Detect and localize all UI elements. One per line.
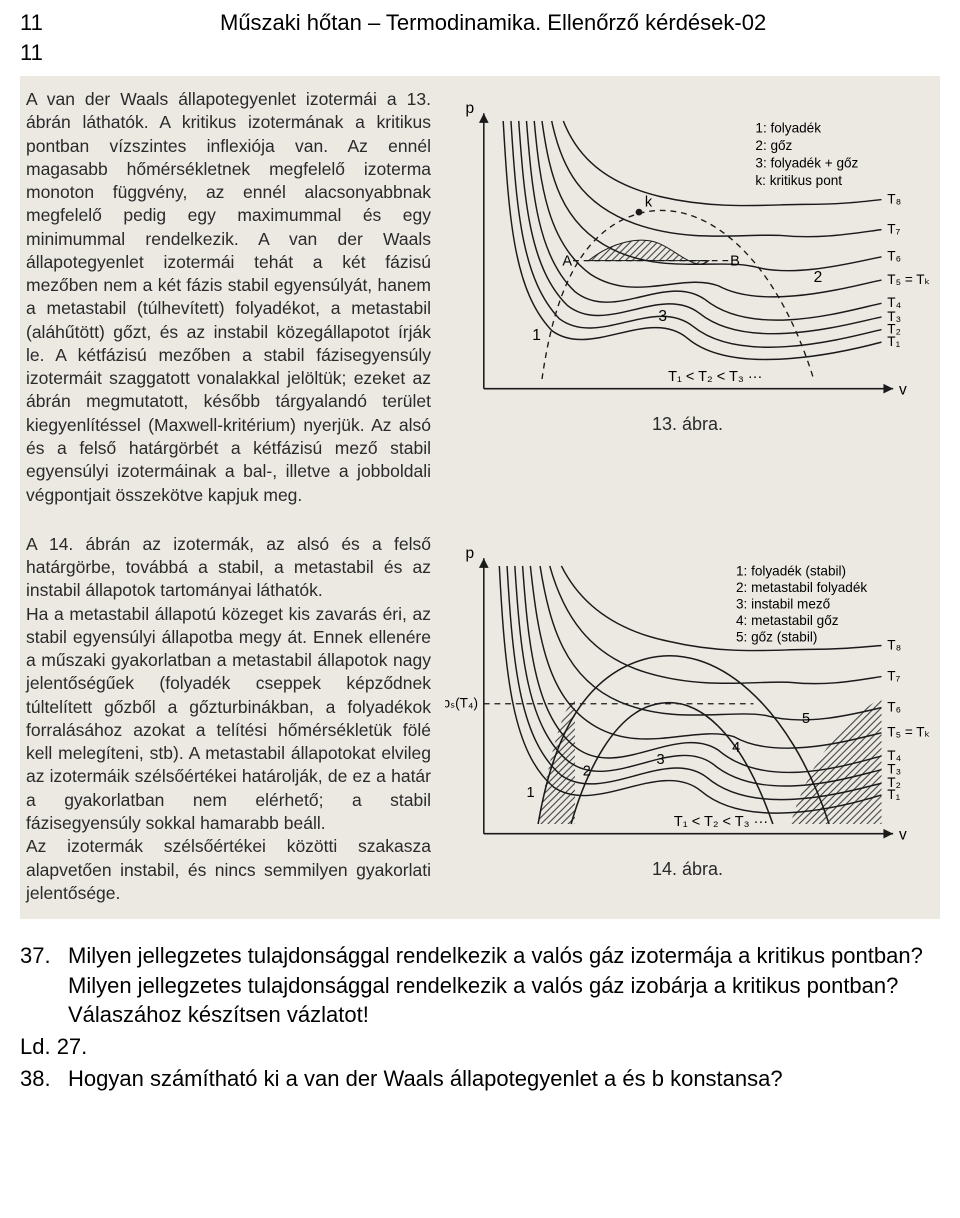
figure-14-svg: v p pₛ(T₄) 1 2 3 <box>445 533 930 853</box>
legend-item: 5: gőz (stabil) <box>736 629 817 644</box>
question-38-body: Hogyan számítható ki a van der Waals áll… <box>68 1064 940 1094</box>
isotherm-label: T₆ <box>887 699 901 714</box>
question-38: 38. Hogyan számítható ki a van der Waals… <box>20 1064 940 1094</box>
paragraph-14c: Az izotermák szélsőértékei közötti szaka… <box>26 836 431 903</box>
isotherm-label: T₅ = Tₖ <box>887 272 930 287</box>
isotherm-label: T₃ <box>887 761 901 776</box>
page-number-top: 11 <box>20 10 60 36</box>
temperature-inequality-14: T₁ < T₂ < T₃ ··· <box>674 814 768 830</box>
hatch-liquid-stable <box>538 696 575 824</box>
region-2: 2 <box>814 269 823 286</box>
question-37: 37. Milyen jellegzetes tulajdonsággal re… <box>20 941 940 1030</box>
scan-block: A van der Waals állapotegyenlet izotermá… <box>20 76 940 919</box>
x-axis-arrow <box>883 829 893 839</box>
figure-14-column: v p pₛ(T₄) 1 2 3 <box>445 533 930 905</box>
page-number-side: 11 <box>20 40 940 66</box>
temperature-inequality-13: T₁ < T₂ < T₃ ··· <box>668 369 762 385</box>
figure-13-svg: v p k A B 1 2 <box>445 88 930 408</box>
isotherm-label: T₂ <box>887 775 901 790</box>
question-37-body: Milyen jellegzetes tulajdonsággal rendel… <box>68 941 940 1030</box>
isotherm-labels-14: T₁T₂T₃T₄T₅ = TₖT₆T₇T₈ <box>887 637 930 801</box>
x-axis-arrow <box>883 384 893 394</box>
isotherm-label: T₅ = Tₖ <box>887 724 930 739</box>
legend-item: k: kritikus pont <box>755 173 842 188</box>
legend-item: 3: instabil mező <box>736 596 830 611</box>
legend-item: 2: gőz <box>755 138 792 153</box>
paragraph-14a: A 14. ábrán az izotermák, az alsó és a f… <box>26 534 431 601</box>
row-fig13: A van der Waals állapotegyenlet izotermá… <box>26 88 930 507</box>
critical-point-marker <box>636 209 643 216</box>
legend-item: 4: metastabil gőz <box>736 613 839 628</box>
label-k: k <box>645 194 653 210</box>
isotherm-label: T₈ <box>887 191 901 206</box>
legend-item: 1: folyadék <box>755 121 821 136</box>
region-1: 1 <box>526 785 534 801</box>
region-3: 3 <box>656 752 664 768</box>
header-row: 11 Műszaki hőtan – Termodinamika. Ellenő… <box>20 10 940 36</box>
paragraph-13: A van der Waals állapotegyenlet izotermá… <box>26 88 431 507</box>
y-axis-arrow <box>479 113 489 123</box>
question-38-number: 38. <box>20 1064 68 1094</box>
row-fig14: A 14. ábrán az izotermák, az alsó és a f… <box>26 533 930 905</box>
label-B: B <box>730 254 740 270</box>
questions: 37. Milyen jellegzetes tulajdonsággal re… <box>20 941 940 1093</box>
isotherm-label: T₇ <box>887 668 900 683</box>
y-label: p <box>465 100 474 117</box>
isotherm-labels-13: T₁T₂T₃T₄T₅ = TₖT₆T₇T₈ <box>887 191 930 349</box>
region-2: 2 <box>583 763 591 779</box>
isotherm-T5 <box>534 121 881 297</box>
paragraph-14b: Ha a metastabil állapotú közeget kis zav… <box>26 604 431 833</box>
legend-item: 2: metastabil folyadék <box>736 580 867 595</box>
reference-ld27: Ld. 27. <box>20 1032 940 1062</box>
isotherm-label: T₈ <box>887 637 901 652</box>
legend-item: 3: folyadék + gőz <box>755 156 858 171</box>
isotherm-T6 <box>542 121 881 271</box>
y-label: p <box>465 545 474 562</box>
isotherm-label: T₆ <box>887 249 901 264</box>
region-5: 5 <box>802 711 810 727</box>
region-3: 3 <box>658 308 667 325</box>
legend-13: 1: folyadék 2: gőz 3: folyadék + gőz k: kri… <box>755 121 858 188</box>
isotherm-label: T₄ <box>887 295 901 310</box>
region-1: 1 <box>532 327 541 344</box>
paragraph-14: A 14. ábrán az izotermák, az alsó és a f… <box>26 533 431 905</box>
x-label: v <box>899 826 907 843</box>
inner-boundary <box>571 702 773 823</box>
figure-13-column: v p k A B 1 2 <box>445 88 930 507</box>
legend-14: 1: folyadék (stabil) 2: metastabil folyad… <box>736 563 867 644</box>
isotherm-T3 <box>519 121 882 334</box>
isotherm-label: T₃ <box>887 309 901 324</box>
page-title: Műszaki hőtan – Termodinamika. Ellenőrző… <box>60 10 940 36</box>
label-A: A <box>562 254 572 270</box>
legend-item: 1: folyadék (stabil) <box>736 563 846 578</box>
ps-label: pₛ(T₄) <box>445 695 478 710</box>
figure-14-caption: 14. ábra. <box>652 859 723 880</box>
page: 11 Műszaki hőtan – Termodinamika. Ellenő… <box>0 0 960 1125</box>
isotherm-label: T₇ <box>887 221 900 236</box>
region-4: 4 <box>732 740 740 756</box>
y-axis-arrow <box>479 558 489 568</box>
question-37-number: 37. <box>20 941 68 1030</box>
x-label: v <box>899 382 907 399</box>
figure-13-caption: 13. ábra. <box>652 414 723 435</box>
isotherm-label: T₄ <box>887 748 901 763</box>
